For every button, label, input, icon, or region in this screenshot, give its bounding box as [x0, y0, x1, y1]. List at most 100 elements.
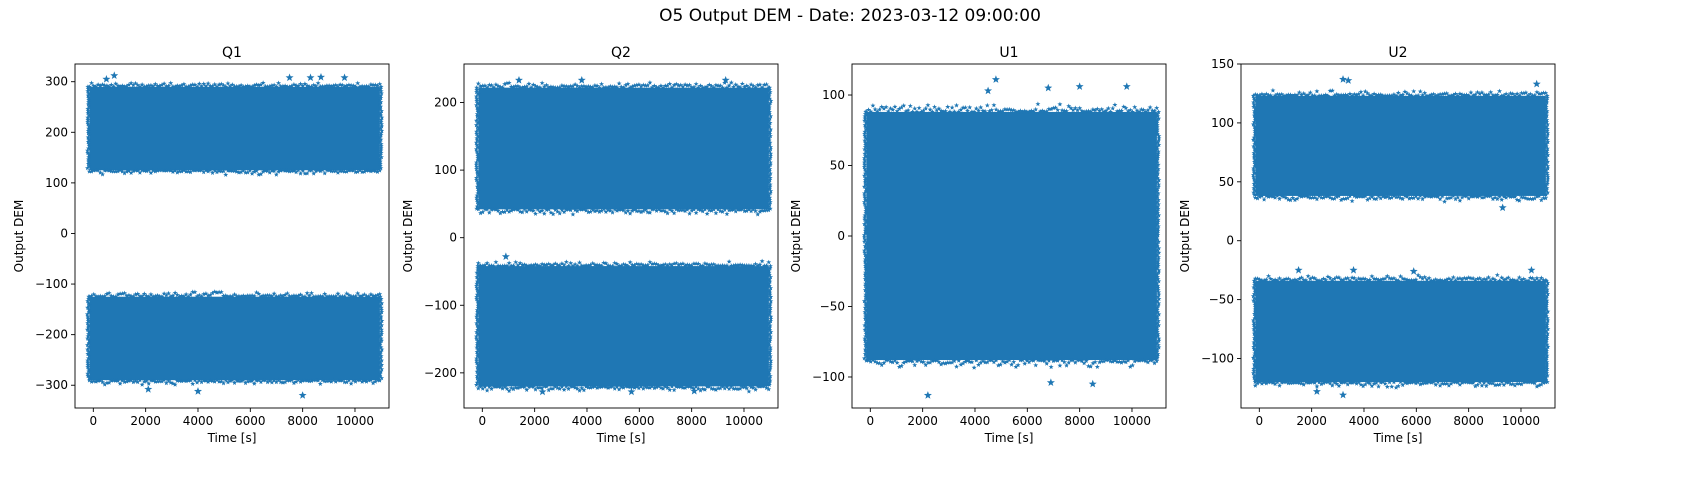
x-tick-label: 2000 [519, 414, 550, 428]
y-tick-label: 50 [830, 159, 845, 173]
y-tick-label: −200 [424, 366, 457, 380]
scatter-point [1088, 379, 1097, 388]
x-tick-label: 8000 [287, 414, 318, 428]
x-tick-label: 0 [866, 414, 874, 428]
y-tick-label: −100 [812, 370, 845, 384]
scatter-band [478, 87, 769, 210]
subplot-title: Q1 [222, 45, 242, 61]
scatter-band [866, 111, 1157, 361]
scatter-point [298, 391, 307, 399]
x-tick-label: 8000 [1453, 414, 1484, 428]
x-tick-label: 8000 [1064, 414, 1095, 428]
scatter-points [1250, 75, 1551, 399]
y-tick-label: 200 [434, 96, 457, 110]
x-tick-label: 6000 [624, 414, 655, 428]
scatter-point [1409, 267, 1418, 275]
y-axis-label: Output DEM [12, 200, 26, 273]
x-tick-label: 2000 [130, 414, 161, 428]
axes-frame [1240, 63, 1556, 409]
scatter-point [1339, 75, 1347, 83]
scatter-point [1044, 83, 1053, 92]
x-axis-label: Time [s] [1373, 431, 1423, 445]
x-tick-label: 6000 [1012, 414, 1043, 428]
y-axis-label: Output DEM [401, 200, 415, 273]
scatter-point [1532, 79, 1541, 88]
scatter-point [144, 385, 153, 393]
subplot-title: Q2 [611, 45, 631, 61]
scatter-band [478, 266, 769, 387]
scatter-point [627, 387, 636, 396]
y-tick-label: −100 [35, 277, 68, 291]
scatter-point [1046, 378, 1055, 386]
x-tick-label: 0 [1255, 414, 1263, 428]
y-tick-label: 0 [60, 226, 68, 240]
scatter-point [984, 86, 993, 95]
scatter-point [317, 73, 325, 81]
scatter-point [1122, 82, 1131, 90]
y-tick-label: 0 [837, 229, 845, 243]
x-tick-label: 4000 [960, 414, 991, 428]
scatter-point [102, 75, 111, 83]
scatter-point [110, 71, 119, 79]
y-tick-label: −100 [424, 298, 457, 312]
scatter-band [1255, 95, 1546, 196]
scatter-point [721, 76, 730, 84]
x-tick-label: 0 [89, 414, 97, 428]
y-tick-label: 0 [449, 231, 457, 245]
y-tick-label: −300 [35, 378, 68, 392]
scatter-point [1344, 76, 1353, 84]
x-tick-label: 10000 [336, 414, 374, 428]
scatter-point [1312, 387, 1321, 395]
x-tick-label: 10000 [1113, 414, 1151, 428]
scatter-points [84, 71, 385, 399]
scatter-point [923, 391, 932, 399]
subplot-title: U1 [999, 45, 1018, 61]
x-tick-label: 6000 [1401, 414, 1432, 428]
scatter-point [1339, 390, 1347, 399]
x-tick-label: 10000 [725, 414, 763, 428]
x-tick-label: 8000 [676, 414, 707, 428]
x-tick-label: 10000 [1502, 414, 1540, 428]
x-axis-label: Time [s] [984, 431, 1034, 445]
y-tick-label: −50 [820, 299, 845, 313]
figure-title: O5 Output DEM - Date: 2023-03-12 09:00:0… [659, 6, 1041, 26]
y-axis-label: Output DEM [1178, 200, 1192, 273]
x-tick-label: 2000 [1296, 414, 1327, 428]
y-tick-label: 100 [434, 163, 457, 177]
y-tick-label: 100 [45, 176, 68, 190]
scatter-point [306, 73, 315, 82]
subplot-title: U2 [1388, 45, 1407, 61]
scatter-points [473, 76, 774, 396]
scatter-point [1498, 203, 1507, 212]
scatter-point [991, 75, 1000, 83]
subplot-q2: 0 2000 4000 6000 8000 10000 −200 −100 0 100 200 Q2 T… [401, 45, 779, 445]
y-tick-label: −100 [1201, 352, 1234, 366]
x-tick-label: 4000 [1349, 414, 1380, 428]
y-tick-label: 100 [822, 88, 845, 102]
x-axis-label: Time [s] [207, 431, 257, 445]
scatter-band [1255, 280, 1546, 383]
scatter-point [285, 73, 294, 82]
scatter-band [89, 296, 380, 381]
axes-frame [74, 63, 390, 409]
y-tick-label: 50 [1219, 175, 1234, 189]
scatter-points [861, 75, 1162, 399]
scatter-point [1349, 266, 1358, 274]
subplot-q1: 0 2000 4000 6000 8000 10000 −300 −200 −100 0 100 20… [12, 45, 390, 445]
scatter-point [340, 73, 349, 82]
axes-frame [463, 63, 779, 409]
y-tick-label: 0 [1226, 234, 1234, 248]
scatter-point [577, 76, 586, 84]
scatter-point [1527, 266, 1536, 274]
scatter-band [89, 86, 380, 171]
scatter-point [1075, 82, 1084, 90]
scatter-point [515, 76, 523, 84]
subplot-u1: 0 2000 4000 6000 8000 10000 −100 −50 0 50 100 U1 Tim… [789, 45, 1167, 445]
y-axis-label: Output DEM [789, 200, 803, 273]
scatter-point [194, 387, 202, 395]
y-tick-label: −50 [1209, 293, 1234, 307]
scatter-point [501, 252, 510, 260]
scatter-point [538, 387, 547, 396]
y-tick-label: −200 [35, 328, 68, 342]
